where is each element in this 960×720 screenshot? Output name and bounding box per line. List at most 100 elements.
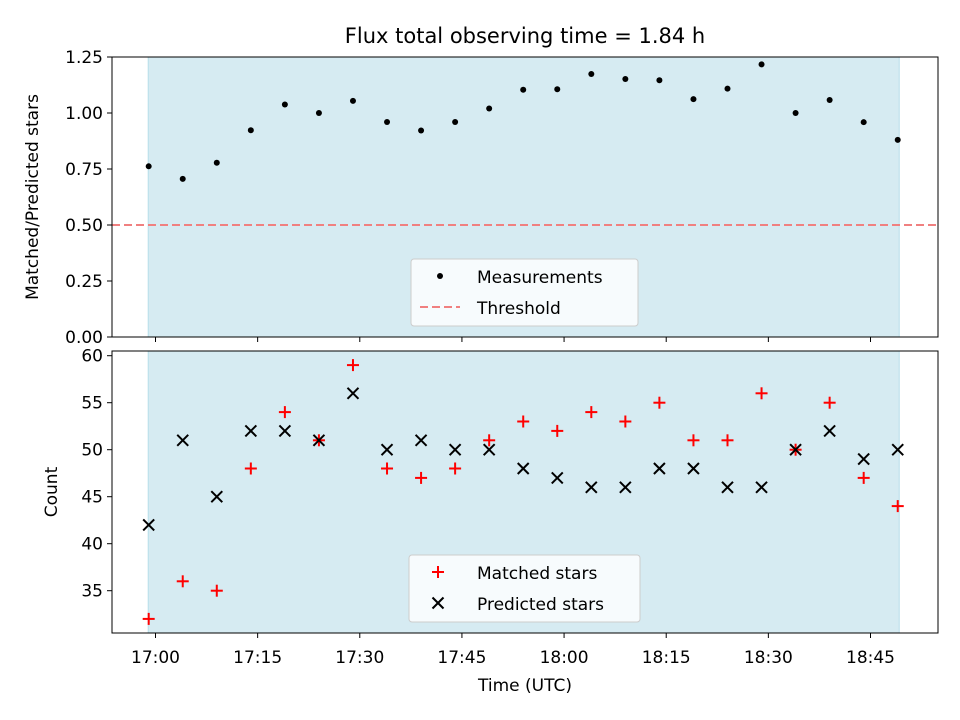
- legend-measurements-marker: [437, 273, 443, 279]
- legend-predicted-marker: [431, 596, 445, 610]
- matched-star-point: [857, 471, 870, 484]
- y-tick-label: 1.25: [65, 48, 103, 68]
- predicted-star-point: [755, 481, 768, 494]
- measurement-point: [894, 136, 901, 143]
- measurement-point: [554, 86, 561, 93]
- measurement-point: [860, 119, 867, 126]
- predicted-star-point: [857, 452, 870, 466]
- matched-star-point: [415, 471, 428, 484]
- y-tick-label: 50: [81, 441, 103, 461]
- bottom-panel: 35 40 45 50 55 60 17:00 17:15 17:30 17:45 18:00 18…: [42, 347, 939, 696]
- x-tick-label: 17:30: [335, 648, 384, 668]
- predicted-star-point: [619, 481, 632, 494]
- predicted-star-point: [278, 424, 292, 438]
- matched-star-point: [346, 359, 359, 372]
- top-ylabel: Matched/Predicted stars: [23, 94, 43, 300]
- legend-matched-plus: [432, 566, 444, 578]
- x-tick-label: 18:45: [846, 648, 895, 668]
- measurement-point: [418, 127, 425, 134]
- measurement-point: [724, 85, 731, 92]
- matched-star-point: [551, 424, 564, 437]
- predicted-star-point: [551, 471, 564, 485]
- matched-star-point: [687, 434, 700, 447]
- predicted-star-point: [414, 434, 428, 447]
- measurement-point: [622, 75, 629, 82]
- measurement-point: [384, 118, 391, 125]
- predicted-star-point: [312, 434, 326, 447]
- top-panel: 0.00 0.25 0.50 0.75 1.00 1.25 Matched/Predict…: [23, 48, 939, 348]
- measurement-point: [452, 118, 459, 125]
- matched-star-point: [517, 415, 530, 428]
- x-tick-label: 17:15: [233, 648, 282, 668]
- matched-star-point: [823, 396, 836, 409]
- top-legend-box: [410, 258, 639, 327]
- predicted-star-point: [721, 481, 734, 494]
- matched-star-point: [619, 415, 632, 428]
- measurement-point: [690, 96, 697, 103]
- measurement-point: [349, 97, 356, 104]
- y-tick-label: 0.25: [65, 272, 103, 292]
- predicted-star-point: [346, 387, 360, 400]
- measurement-point: [213, 159, 220, 166]
- bottom-axes-frame: [111, 350, 939, 634]
- matched-star-point: [381, 462, 394, 475]
- measurement-point: [520, 86, 527, 93]
- predicted-star-point: [789, 443, 802, 456]
- measurement-point: [281, 101, 288, 108]
- predicted-star-point: [380, 443, 394, 456]
- measurement-point: [247, 127, 254, 134]
- matched-star-point: [244, 462, 257, 475]
- predicted-star-point: [517, 462, 530, 475]
- predicted-star-point: [585, 481, 598, 494]
- measurement-point: [145, 163, 152, 170]
- bottom-legend-box: [408, 554, 641, 623]
- x-tick-label: 17:00: [131, 648, 180, 668]
- predicted-star-point: [176, 434, 189, 447]
- matched-star-point: [721, 434, 734, 447]
- legend-predicted-label: Predicted stars: [477, 595, 604, 615]
- matched-star-point: [278, 406, 291, 419]
- matched-star-point: [483, 434, 496, 447]
- measurement-point: [315, 110, 322, 116]
- y-tick-label: 0.75: [65, 160, 103, 180]
- predicted-star-point: [653, 462, 666, 475]
- measurement-point: [656, 77, 663, 84]
- x-tick-label: 17:45: [437, 648, 486, 668]
- predicted-star-point: [244, 424, 258, 438]
- chart-title: Flux total observing time = 1.84 h: [345, 24, 705, 48]
- y-tick-label: 0.00: [65, 328, 103, 348]
- legend-threshold-label: Threshold: [476, 299, 561, 319]
- matched-star-point: [585, 406, 598, 419]
- matched-star-point: [176, 575, 189, 588]
- matched-star-point: [210, 584, 223, 597]
- matched-star-point: [755, 387, 768, 400]
- matched-star-point: [449, 462, 462, 475]
- bottom-ylabel: Count: [42, 466, 62, 517]
- predicted-star-point: [823, 424, 836, 438]
- legend-predicted-cross: [431, 596, 445, 610]
- y-tick-label: 0.50: [65, 216, 103, 236]
- matched-star-point: [142, 612, 155, 625]
- predicted-star-point: [210, 490, 223, 503]
- matched-star-point: [891, 500, 904, 513]
- measurement-point: [826, 97, 833, 104]
- y-tick-label: 1.00: [65, 104, 103, 124]
- y-tick-label: 35: [81, 582, 103, 602]
- predicted-star-point: [891, 443, 904, 456]
- x-tick-label: 18:30: [744, 648, 793, 668]
- measurement-point: [758, 61, 765, 68]
- x-tick-label: 18:00: [540, 648, 589, 668]
- measurement-point: [486, 105, 493, 112]
- matched-star-point: [653, 396, 666, 409]
- y-tick-label: 40: [81, 535, 103, 555]
- measurement-point: [588, 71, 595, 78]
- legend-measurements-label: Measurements: [477, 268, 603, 288]
- top-axes-frame: [111, 56, 939, 338]
- legend-matched-label: Matched stars: [477, 564, 597, 584]
- predicted-star-point: [142, 518, 155, 532]
- measurement-point: [179, 175, 186, 182]
- top-legend: Measurements Threshold: [410, 258, 639, 327]
- y-tick-label: 45: [81, 488, 103, 508]
- predicted-star-point: [448, 443, 462, 456]
- measurement-point: [792, 110, 799, 116]
